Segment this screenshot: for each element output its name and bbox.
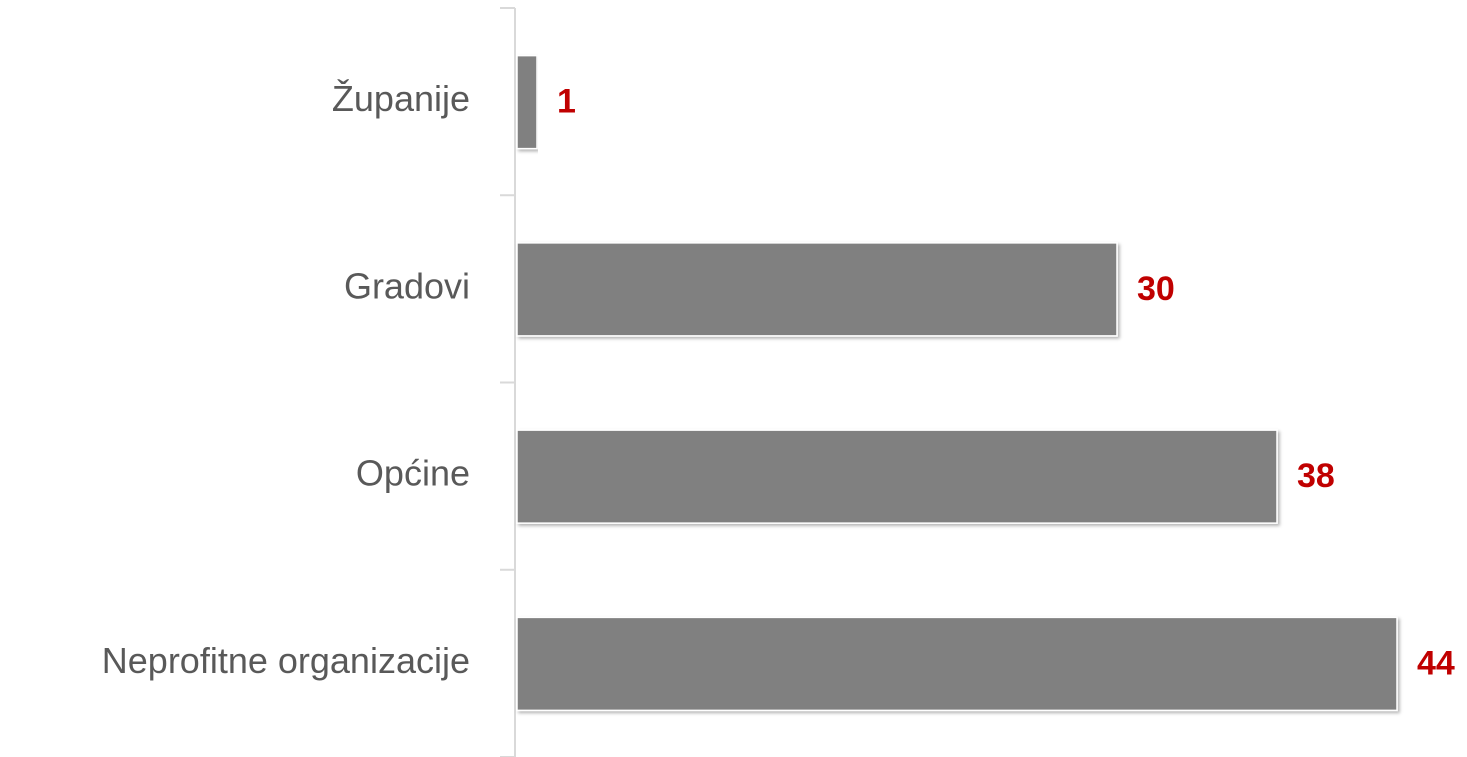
bar <box>516 242 1118 337</box>
category-label: Općine <box>356 453 470 494</box>
category-label: Gradovi <box>344 265 470 306</box>
bar <box>516 54 538 150</box>
value-label: 30 <box>1137 270 1175 308</box>
value-label: 38 <box>1297 457 1335 495</box>
bar <box>516 616 1398 712</box>
value-label: 44 <box>1417 644 1455 682</box>
category-label: Županije <box>332 78 470 119</box>
category-label: Neprofitne organizacije <box>102 640 470 681</box>
bar <box>516 429 1278 524</box>
value-label: 1 <box>557 83 576 121</box>
